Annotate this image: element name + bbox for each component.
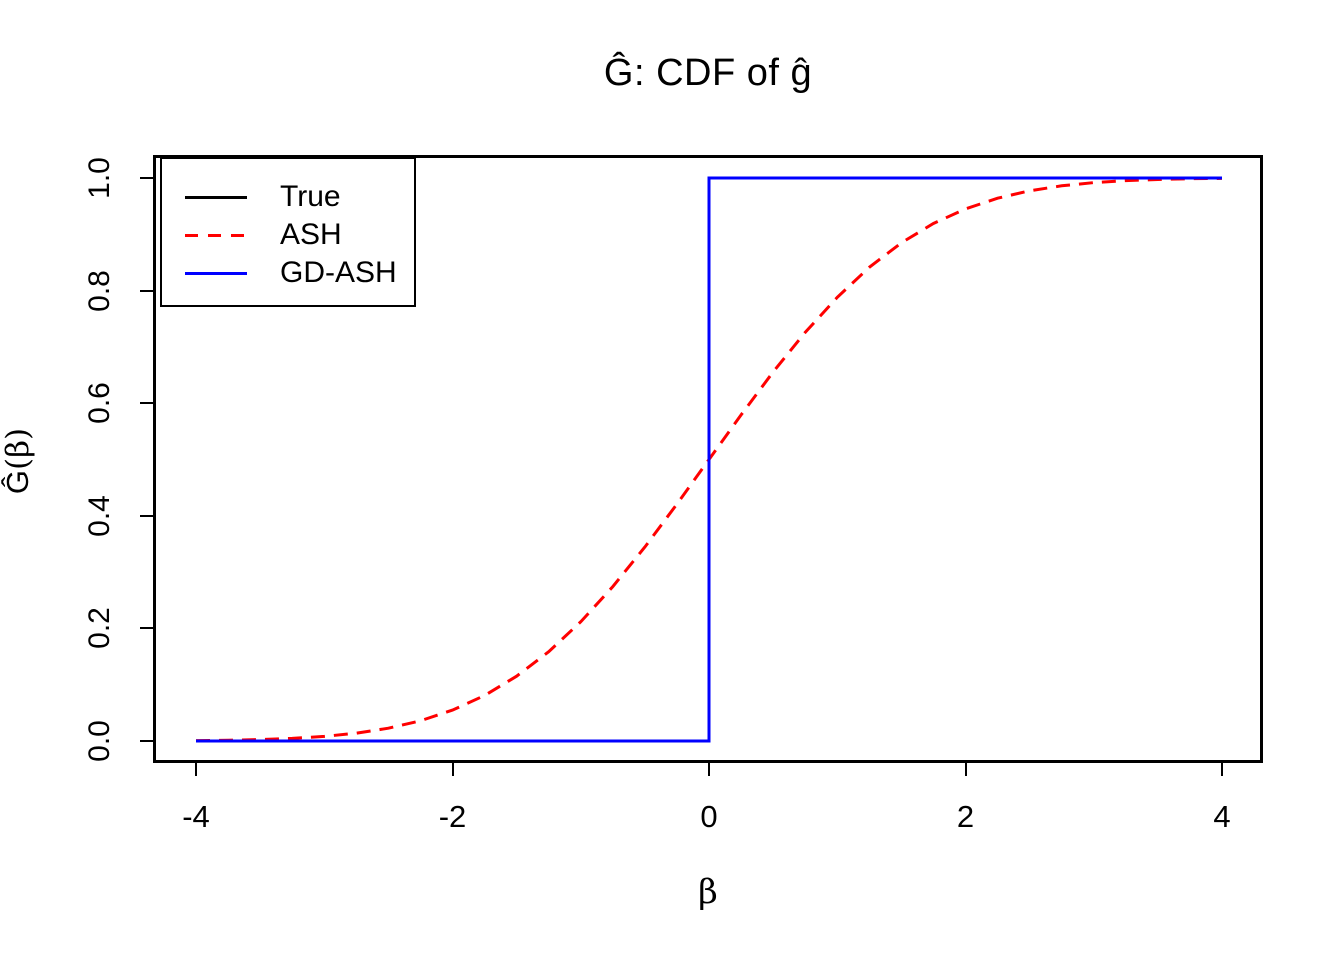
legend-item-ash: ASH <box>162 216 414 254</box>
y-tick-label: 0.8 <box>83 269 116 312</box>
plot-title: Ĝ: CDF of ĝ <box>603 52 813 94</box>
legend-item-true: True <box>162 178 414 216</box>
y-tick-label: 0.4 <box>83 494 116 537</box>
y-axis-label: Ĝ (β) <box>0 419 36 503</box>
legend-line-sample <box>185 195 247 199</box>
plot-curves <box>195 176 1223 743</box>
y-tick <box>140 402 153 405</box>
x-tick <box>708 763 710 776</box>
y-tick-label: 0.6 <box>83 382 116 425</box>
x-tick <box>1221 763 1223 776</box>
legend-item-gd-ash: GD-ASH <box>162 254 414 292</box>
legend-box: True ASH GD-ASH <box>160 157 416 307</box>
x-axis-label: β <box>698 872 718 912</box>
y-tick-label: 0.0 <box>83 720 116 762</box>
x-tick-label: 4 <box>1213 799 1231 834</box>
y-tick <box>140 514 153 517</box>
x-tick-label: 0 <box>700 799 718 834</box>
series-line-gd-ash <box>196 176 1222 743</box>
x-tick <box>195 763 197 776</box>
y-tick <box>140 740 153 742</box>
legend-line-sample <box>185 233 247 237</box>
legend-label: True <box>280 180 341 213</box>
legend-label: GD-ASH <box>280 256 397 289</box>
y-tick <box>140 627 153 630</box>
y-tick-label: 0.2 <box>83 607 116 650</box>
x-tick <box>451 763 454 776</box>
y-tick <box>140 177 153 179</box>
legend-line-sample <box>185 271 247 275</box>
legend-label: ASH <box>280 218 342 251</box>
y-axis-label-beta: (β) <box>0 427 36 470</box>
x-tick-label: -4 <box>182 799 210 834</box>
x-tick <box>964 763 967 776</box>
x-tick-label: 2 <box>956 799 975 834</box>
y-tick <box>140 289 153 292</box>
y-axis-label-ghat: Ĝ <box>0 470 35 495</box>
y-tick-label: 1.0 <box>83 157 116 199</box>
plot-area-border <box>153 155 1263 763</box>
x-tick-label: -2 <box>438 799 467 834</box>
